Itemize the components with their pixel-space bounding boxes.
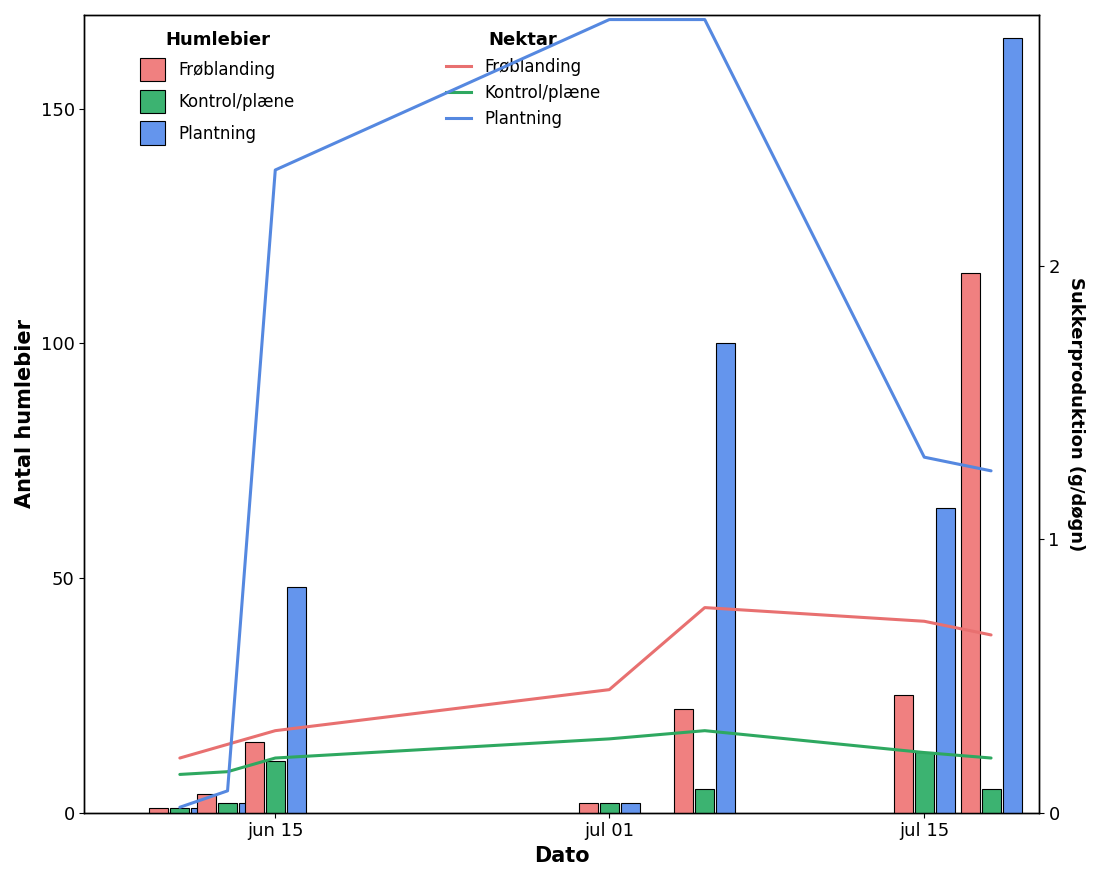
Bar (218, 803, 238, 812)
Y-axis label: Sukkerproduktion (g/døgn): Sukkerproduktion (g/døgn) (1067, 277, 1085, 551)
Bar (936, 507, 955, 812)
Bar (620, 803, 640, 812)
Bar (981, 789, 1001, 812)
Bar (266, 761, 285, 812)
Bar (674, 709, 693, 812)
Bar (579, 803, 598, 812)
Bar (960, 273, 980, 812)
Bar (150, 808, 168, 812)
Bar (191, 808, 210, 812)
Bar (716, 344, 735, 812)
Bar (287, 588, 306, 812)
X-axis label: Dato: Dato (534, 846, 590, 866)
Bar (600, 803, 619, 812)
Bar (244, 743, 264, 812)
Bar (915, 751, 934, 812)
Bar (695, 789, 714, 812)
Bar (239, 803, 258, 812)
Bar (893, 695, 913, 812)
Y-axis label: Antal humlebier: Antal humlebier (15, 319, 35, 508)
Bar (170, 808, 189, 812)
Bar (1002, 39, 1022, 812)
Bar (197, 794, 216, 812)
Legend: Frøblanding, Kontrol/plæne, Plantning: Frøblanding, Kontrol/plæne, Plantning (446, 32, 601, 129)
